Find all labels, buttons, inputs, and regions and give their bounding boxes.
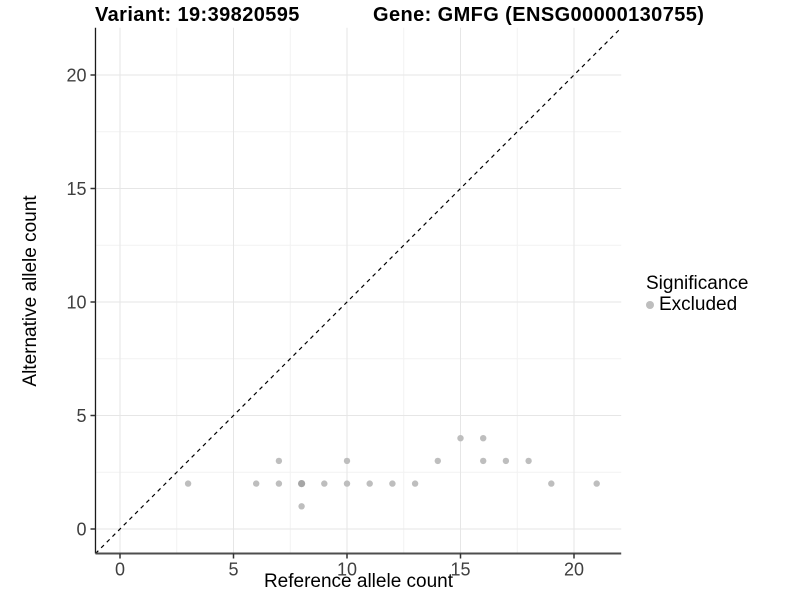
x-tick-label: 20 xyxy=(564,560,584,580)
legend: Significance Excluded xyxy=(646,273,796,315)
data-point xyxy=(366,480,373,487)
data-point xyxy=(480,435,487,442)
data-point xyxy=(275,457,283,465)
plot-title-variant: Variant: 19:39820595 xyxy=(95,4,300,26)
data-point xyxy=(548,480,555,487)
data-point xyxy=(184,480,192,487)
x-tick-label: 0 xyxy=(115,560,125,580)
plot-title-gene: Gene: GMFG (ENSG00000130755) xyxy=(373,4,705,26)
x-axis-label: Reference allele count xyxy=(263,571,454,592)
legend-point-icon xyxy=(646,300,654,309)
y-tick-label: 15 xyxy=(66,179,86,199)
data-point xyxy=(389,480,396,487)
y-tick-label: 5 xyxy=(76,406,86,426)
data-point xyxy=(525,457,532,465)
data-point xyxy=(343,457,351,465)
x-tick-label: 15 xyxy=(450,560,470,580)
y-tick-label: 20 xyxy=(66,66,86,86)
legend-item-label: Excluded xyxy=(659,294,738,315)
x-tick-label: 5 xyxy=(228,560,238,580)
data-point xyxy=(502,457,510,465)
y-tick-label: 10 xyxy=(66,293,86,313)
legend-title: Significance xyxy=(646,273,749,294)
data-point xyxy=(343,480,351,487)
data-point xyxy=(275,480,283,487)
y-tick-label: 0 xyxy=(76,520,86,540)
data-point xyxy=(457,435,464,442)
data-point xyxy=(593,480,600,487)
data-point xyxy=(298,480,306,488)
data-point xyxy=(321,480,328,487)
data-point xyxy=(298,503,305,510)
identity-line xyxy=(95,27,622,554)
data-point xyxy=(480,457,487,465)
data-point xyxy=(434,457,441,465)
data-point xyxy=(411,480,419,487)
legend-item-excluded: Excluded xyxy=(646,294,796,315)
data-point xyxy=(253,480,260,487)
x-tick-label: 10 xyxy=(337,560,357,580)
